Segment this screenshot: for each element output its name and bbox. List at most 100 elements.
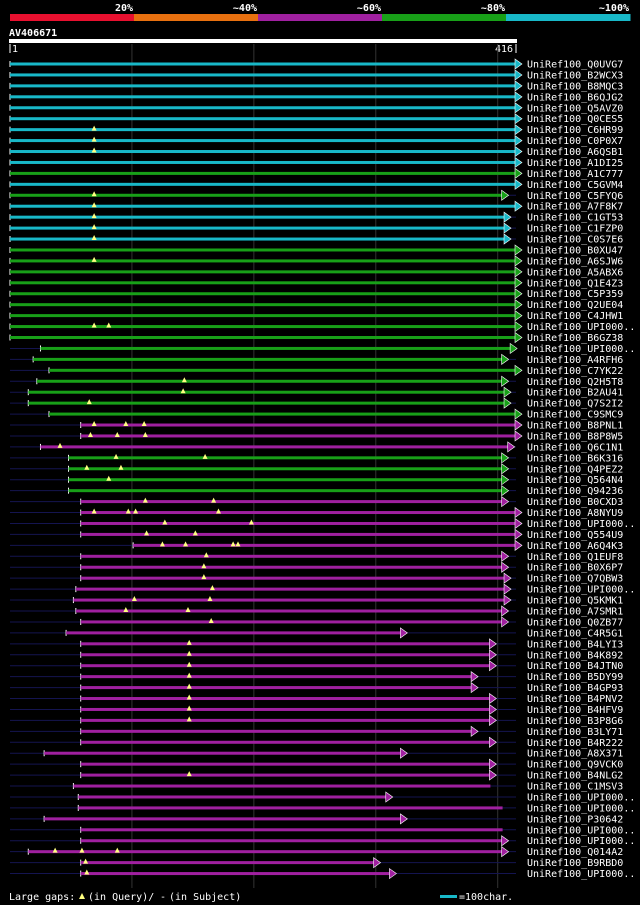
hit-label[interactable]: UniRef100_Q014A2 — [527, 847, 623, 858]
hit-label[interactable]: UniRef100_UPI000.. — [527, 825, 635, 836]
hit-row[interactable]: UniRef100_A7SMR1 — [10, 605, 623, 618]
hit-row[interactable]: UniRef100_UPI000.. — [10, 803, 635, 814]
hit-row[interactable]: UniRef100_Q0ZB77 — [10, 616, 623, 629]
hit-bar[interactable] — [10, 193, 503, 197]
hit-bar[interactable] — [10, 128, 516, 132]
hit-bar[interactable] — [80, 620, 503, 624]
hit-label[interactable]: UniRef100_B0XU47 — [527, 245, 623, 256]
hit-row[interactable]: UniRef100_B9RBD0 — [10, 857, 623, 870]
hit-bar[interactable] — [80, 675, 473, 679]
hit-label[interactable]: UniRef100_B4HFV9 — [527, 705, 623, 716]
hit-bar[interactable] — [80, 642, 491, 646]
hit-row[interactable]: UniRef100_B4R222 — [10, 736, 623, 749]
hit-bar[interactable] — [80, 762, 491, 766]
hit-label[interactable]: UniRef100_A8NYU9 — [527, 508, 623, 519]
hit-label[interactable]: UniRef100_B2WCX3 — [527, 70, 623, 81]
hit-row[interactable]: UniRef100_UPI000.. — [10, 517, 635, 530]
hit-row[interactable]: UniRef100_B3P8G6 — [10, 714, 623, 727]
hit-row[interactable]: UniRef100_A8NYU9 — [10, 506, 623, 519]
hit-label[interactable]: UniRef100_C1MSV3 — [527, 782, 623, 793]
hit-row[interactable]: UniRef100_UPI000.. — [10, 835, 635, 848]
hit-label[interactable]: UniRef100_C1GT53 — [527, 213, 623, 224]
hit-bar[interactable] — [10, 182, 516, 186]
hit-row[interactable]: UniRef100_Q2H5T8 — [10, 375, 623, 388]
hit-row[interactable]: UniRef100_C4R5G1 — [10, 627, 623, 640]
hit-label[interactable]: UniRef100_A4RFH6 — [527, 355, 623, 366]
hit-row[interactable]: UniRef100_B6QJG2 — [9, 91, 623, 104]
hit-row[interactable]: UniRef100_A8X371 — [10, 747, 623, 760]
hit-row[interactable]: UniRef100_B4JTN0 — [10, 660, 623, 673]
hit-bar[interactable] — [10, 139, 516, 143]
hit-label[interactable]: UniRef100_A7SMR1 — [527, 607, 623, 618]
hit-row[interactable]: UniRef100_B4PNV2 — [10, 692, 623, 706]
hit-bar[interactable] — [40, 346, 512, 350]
hit-label[interactable]: UniRef100_A1DI25 — [527, 158, 623, 169]
hit-bar[interactable] — [10, 248, 516, 252]
hit-label[interactable]: UniRef100_B0CXD3 — [527, 497, 623, 508]
hit-row[interactable]: UniRef100_Q0CES5 — [9, 113, 623, 126]
hit-label[interactable]: UniRef100_Q564N4 — [527, 475, 623, 486]
hit-bar[interactable] — [80, 664, 491, 668]
hit-bar[interactable] — [73, 784, 491, 788]
hit-bar[interactable] — [10, 62, 516, 66]
hit-row[interactable]: UniRef100_A1C777 — [9, 167, 623, 180]
hit-label[interactable]: UniRef100_Q94236 — [527, 486, 623, 497]
hit-bar[interactable] — [80, 839, 503, 843]
hit-row[interactable]: UniRef100_Q1E4Z3 — [9, 277, 623, 290]
hit-label[interactable]: UniRef100_Q5KMK1 — [527, 596, 623, 607]
hit-row[interactable]: UniRef100_C7YK22 — [10, 364, 623, 377]
hit-bar[interactable] — [80, 521, 516, 525]
hit-label[interactable]: UniRef100_B4PNV2 — [527, 694, 623, 705]
hit-row[interactable]: UniRef100_C1GT53 — [9, 211, 623, 224]
hit-row[interactable]: UniRef100_UPI000.. — [10, 867, 635, 881]
hit-row[interactable]: UniRef100_Q1EUF8 — [10, 550, 623, 563]
hit-row[interactable]: UniRef100_A5ABX6 — [9, 266, 623, 279]
hit-row[interactable]: UniRef100_UPI000.. — [10, 342, 635, 355]
hit-row[interactable]: UniRef100_C4JHW1 — [9, 310, 623, 323]
hit-label[interactable]: UniRef100_Q5AVZ0 — [527, 103, 623, 114]
hit-label[interactable]: UniRef100_C0P0X7 — [527, 136, 623, 147]
hit-bar[interactable] — [80, 729, 473, 733]
hit-row[interactable]: UniRef100_Q94236 — [10, 485, 623, 498]
hit-label[interactable]: UniRef100_Q2H5T8 — [527, 377, 623, 388]
hit-row[interactable]: UniRef100_Q4PEZ2 — [10, 463, 623, 476]
hit-bar[interactable] — [80, 707, 491, 711]
hit-label[interactable]: UniRef100_UPI000.. — [527, 585, 635, 596]
hit-label[interactable]: UniRef100_A1C777 — [527, 169, 623, 180]
hit-label[interactable]: UniRef100_A5ABX6 — [527, 267, 623, 278]
hit-label[interactable]: UniRef100_C1FZP0 — [527, 224, 623, 235]
hit-bar[interactable] — [75, 587, 506, 591]
hit-row[interactable]: UniRef100_Q5AVZ0 — [9, 102, 623, 115]
hit-label[interactable]: UniRef100_B2AU41 — [527, 388, 623, 399]
hit-label[interactable]: UniRef100_B4LYI3 — [527, 639, 623, 650]
hit-bar[interactable] — [10, 117, 516, 121]
hit-label[interactable]: UniRef100_C9SMC9 — [527, 410, 623, 421]
hit-row[interactable]: UniRef100_A6Q4K3 — [10, 539, 623, 552]
hit-row[interactable]: UniRef100_B3LY71 — [10, 725, 623, 738]
hit-label[interactable]: UniRef100_B4K892 — [527, 650, 623, 661]
hit-bar[interactable] — [80, 423, 516, 427]
hit-row[interactable]: UniRef100_B2AU41 — [10, 386, 623, 399]
hit-bar[interactable] — [36, 379, 503, 383]
hit-row[interactable]: UniRef100_B6GZ38 — [9, 331, 623, 345]
hit-bar[interactable] — [10, 73, 516, 77]
hit-row[interactable]: UniRef100_Q014A2 — [10, 846, 623, 859]
hit-bar[interactable] — [10, 95, 516, 99]
hit-row[interactable]: UniRef100_Q5KMK1 — [10, 594, 623, 607]
hit-label[interactable]: UniRef100_UPI000.. — [527, 322, 635, 333]
hit-row[interactable]: UniRef100_B0XU47 — [9, 244, 623, 256]
hit-row[interactable]: UniRef100_A6SJW6 — [9, 255, 623, 268]
hit-bar[interactable] — [80, 565, 503, 569]
hit-label[interactable]: UniRef100_UPI000.. — [527, 803, 635, 814]
hit-label[interactable]: UniRef100_C0S7E6 — [527, 235, 623, 246]
hit-label[interactable]: UniRef100_A6SJW6 — [527, 256, 623, 267]
hit-row[interactable]: UniRef100_A4RFH6 — [10, 353, 623, 366]
hit-row[interactable]: UniRef100_Q6C1N1 — [10, 441, 623, 454]
hit-label[interactable]: UniRef100_A8X371 — [527, 749, 623, 760]
hit-label[interactable]: UniRef100_B4JTN0 — [527, 661, 623, 672]
hit-row[interactable]: UniRef100_Q7QBW3 — [10, 572, 623, 585]
hit-bar[interactable] — [80, 653, 491, 657]
hit-label[interactable]: UniRef100_Q554U9 — [527, 530, 623, 541]
hit-label[interactable]: UniRef100_Q9VCK0 — [527, 760, 623, 771]
hit-label[interactable]: UniRef100_B0X6P7 — [527, 563, 623, 574]
